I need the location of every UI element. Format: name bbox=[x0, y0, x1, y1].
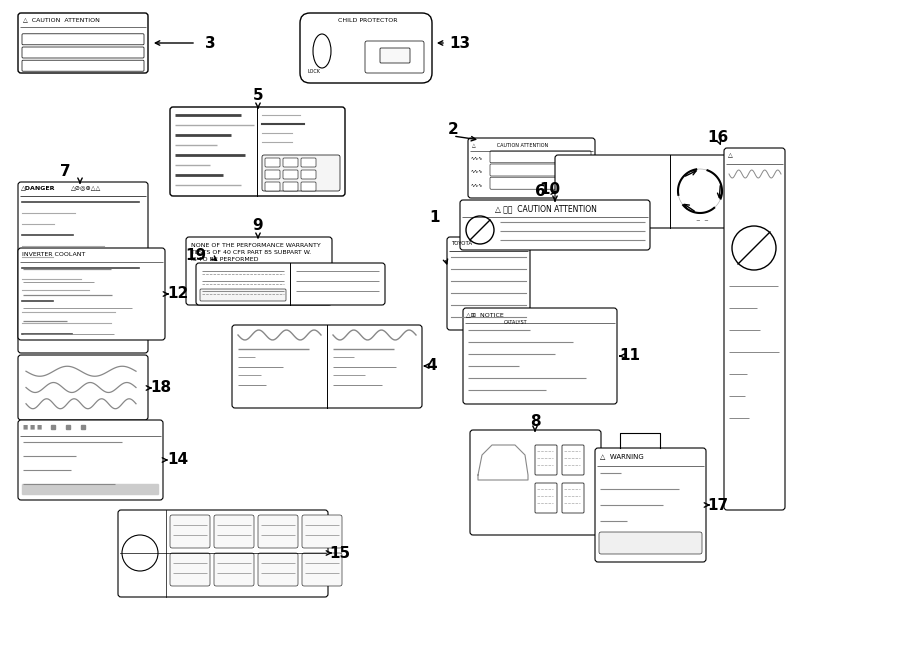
Text: △  WARNING: △ WARNING bbox=[600, 453, 644, 459]
FancyBboxPatch shape bbox=[18, 13, 148, 73]
FancyBboxPatch shape bbox=[380, 48, 410, 63]
Text: △⊘◎⊕△△: △⊘◎⊕△△ bbox=[71, 185, 101, 190]
FancyBboxPatch shape bbox=[214, 515, 254, 548]
Text: 17: 17 bbox=[707, 498, 729, 512]
FancyBboxPatch shape bbox=[262, 155, 340, 191]
FancyBboxPatch shape bbox=[170, 515, 210, 548]
FancyBboxPatch shape bbox=[302, 515, 342, 548]
FancyBboxPatch shape bbox=[170, 553, 210, 586]
FancyBboxPatch shape bbox=[258, 515, 298, 548]
FancyBboxPatch shape bbox=[365, 41, 424, 73]
Text: 4: 4 bbox=[427, 358, 437, 373]
FancyBboxPatch shape bbox=[22, 34, 144, 45]
Text: 7: 7 bbox=[59, 165, 70, 180]
FancyBboxPatch shape bbox=[463, 308, 617, 404]
FancyBboxPatch shape bbox=[562, 483, 584, 513]
FancyBboxPatch shape bbox=[265, 158, 280, 167]
FancyBboxPatch shape bbox=[562, 445, 584, 475]
FancyBboxPatch shape bbox=[599, 532, 702, 554]
Text: 1: 1 bbox=[430, 210, 440, 225]
Text: 3: 3 bbox=[204, 36, 215, 50]
FancyBboxPatch shape bbox=[18, 248, 165, 340]
FancyBboxPatch shape bbox=[170, 107, 345, 196]
Text: CHILD PROTECTOR: CHILD PROTECTOR bbox=[338, 18, 398, 23]
FancyBboxPatch shape bbox=[22, 484, 159, 495]
Text: △: △ bbox=[728, 152, 733, 157]
FancyBboxPatch shape bbox=[22, 60, 144, 71]
Text: 15: 15 bbox=[329, 545, 351, 561]
FancyBboxPatch shape bbox=[535, 483, 557, 513]
FancyBboxPatch shape bbox=[300, 13, 432, 83]
Text: ∿∿∿: ∿∿∿ bbox=[470, 155, 482, 161]
FancyBboxPatch shape bbox=[18, 420, 163, 500]
Text: △  CAUTION  ATTENTION: △ CAUTION ATTENTION bbox=[23, 17, 100, 22]
FancyBboxPatch shape bbox=[265, 170, 280, 179]
FancyBboxPatch shape bbox=[283, 158, 298, 167]
Text: 16: 16 bbox=[707, 130, 729, 145]
Text: ■ ■ ■: ■ ■ ■ bbox=[23, 424, 42, 429]
Text: ∿∿∿: ∿∿∿ bbox=[470, 169, 482, 173]
FancyBboxPatch shape bbox=[283, 170, 298, 179]
Text: 19: 19 bbox=[185, 247, 207, 262]
FancyBboxPatch shape bbox=[535, 445, 557, 475]
Text: LOCK: LOCK bbox=[308, 69, 321, 74]
FancyBboxPatch shape bbox=[555, 155, 730, 228]
FancyBboxPatch shape bbox=[18, 182, 148, 353]
Text: 6: 6 bbox=[535, 184, 545, 200]
FancyBboxPatch shape bbox=[595, 448, 706, 562]
Text: 12: 12 bbox=[167, 286, 189, 301]
FancyBboxPatch shape bbox=[302, 553, 342, 586]
Text: 2: 2 bbox=[447, 122, 458, 137]
Text: △DANGER: △DANGER bbox=[21, 185, 56, 190]
FancyBboxPatch shape bbox=[196, 263, 385, 305]
Text: 5: 5 bbox=[253, 89, 264, 104]
Text: △              CAUTION ATTENTION: △ CAUTION ATTENTION bbox=[472, 142, 548, 147]
FancyBboxPatch shape bbox=[22, 47, 144, 58]
Text: △⊞  NOTICE: △⊞ NOTICE bbox=[466, 312, 504, 317]
FancyBboxPatch shape bbox=[490, 177, 591, 189]
FancyBboxPatch shape bbox=[490, 164, 591, 176]
FancyBboxPatch shape bbox=[490, 151, 591, 163]
FancyBboxPatch shape bbox=[724, 148, 785, 510]
FancyBboxPatch shape bbox=[265, 182, 280, 191]
FancyBboxPatch shape bbox=[301, 182, 316, 191]
FancyBboxPatch shape bbox=[301, 170, 316, 179]
Text: △ 警告  CAUTION ATTENTION: △ 警告 CAUTION ATTENTION bbox=[495, 204, 597, 213]
FancyBboxPatch shape bbox=[200, 289, 286, 301]
FancyBboxPatch shape bbox=[470, 430, 601, 535]
Text: 11: 11 bbox=[619, 348, 641, 364]
FancyBboxPatch shape bbox=[447, 237, 530, 330]
FancyBboxPatch shape bbox=[258, 553, 298, 586]
Text: ∿∿∿: ∿∿∿ bbox=[470, 182, 482, 186]
Text: 9: 9 bbox=[253, 219, 264, 233]
FancyBboxPatch shape bbox=[468, 138, 595, 198]
FancyBboxPatch shape bbox=[214, 553, 254, 586]
Ellipse shape bbox=[313, 34, 331, 68]
Text: 10: 10 bbox=[539, 182, 561, 198]
Text: 14: 14 bbox=[167, 453, 189, 467]
Text: INVERTER COOLANT: INVERTER COOLANT bbox=[22, 252, 86, 257]
Text: 13: 13 bbox=[449, 36, 471, 50]
Text: ~  ~: ~ ~ bbox=[696, 218, 708, 223]
Text: NONE OF THE PERFORMANCE WARRANTY
TESTS OF 40 CFR PART 85 SUBPART W.
IS TO BE PER: NONE OF THE PERFORMANCE WARRANTY TESTS O… bbox=[191, 243, 320, 262]
Text: CATALYST: CATALYST bbox=[503, 320, 527, 325]
FancyBboxPatch shape bbox=[18, 355, 148, 420]
FancyBboxPatch shape bbox=[118, 510, 328, 597]
Text: 8: 8 bbox=[530, 414, 540, 428]
FancyBboxPatch shape bbox=[232, 325, 422, 408]
FancyBboxPatch shape bbox=[301, 158, 316, 167]
FancyBboxPatch shape bbox=[186, 237, 332, 305]
FancyBboxPatch shape bbox=[460, 200, 650, 250]
FancyBboxPatch shape bbox=[283, 182, 298, 191]
Text: TOYOTA: TOYOTA bbox=[451, 241, 472, 246]
Text: 18: 18 bbox=[150, 381, 172, 395]
